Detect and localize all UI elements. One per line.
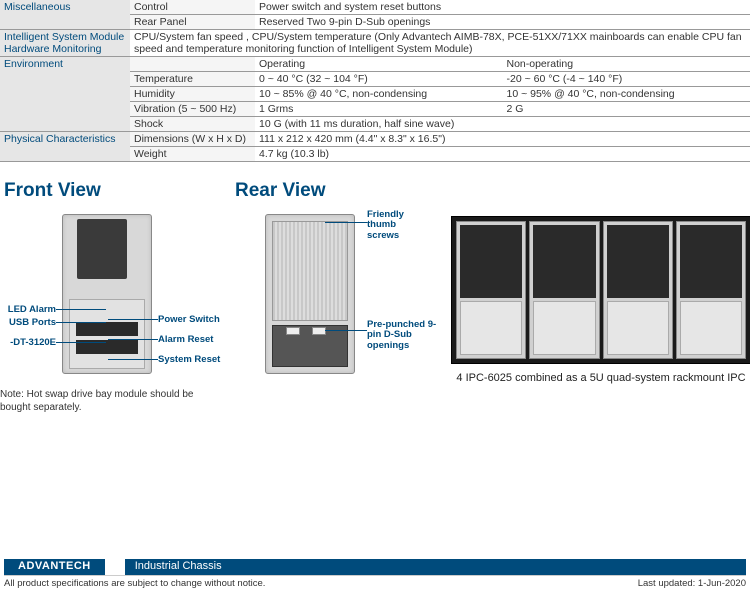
ism-val: CPU/System fan speed , CPU/System temper… xyxy=(130,30,750,57)
env-hum-sub: Humidity xyxy=(130,87,255,102)
rear-dsub-1 xyxy=(286,327,300,335)
front-view-column: Front View LED Alarm USB Ports -DT-3120E… xyxy=(4,180,219,414)
phys-wt-val: 4.7 kg (10.3 lb) xyxy=(255,147,750,162)
footer-category: Industrial Chassis xyxy=(125,559,746,575)
brand-logo: ADVANTECH xyxy=(4,559,105,575)
rear-view-title: Rear View xyxy=(235,180,435,202)
rear-view-diagram: Friendly thumb screws Pre-punched 9-pin … xyxy=(265,214,355,374)
alarm-reset-label: Alarm Reset xyxy=(158,334,213,345)
footer-disclaimer: All product specifications are subject t… xyxy=(4,578,265,589)
rackmount-diagram xyxy=(451,216,750,364)
phys-dim-val: 111 x 212 x 420 mm (4.4" x 8.3" x 16.5") xyxy=(255,132,750,147)
front-chassis xyxy=(62,214,152,374)
rack-unit xyxy=(529,221,599,359)
rack-unit xyxy=(603,221,673,359)
power-switch-label: Power Switch xyxy=(158,314,220,325)
misc-control-val: Power switch and system reset buttons xyxy=(255,0,750,15)
misc-rearpanel-val: Reserved Two 9-pin D-Sub openings xyxy=(255,15,750,30)
env-shock-sub: Shock xyxy=(130,117,255,132)
phys-header: Physical Characteristics xyxy=(0,132,130,162)
misc-rearpanel-sub: Rear Panel xyxy=(130,15,255,30)
env-vib-non: 2 G xyxy=(502,102,750,117)
footer-sub: All product specifications are subject t… xyxy=(4,575,746,591)
ism-header: Intelligent System Module Hardware Monit… xyxy=(0,30,130,57)
rack-caption: 4 IPC-6025 combined as a 5U quad-system … xyxy=(451,372,750,384)
rear-view-column: Rear View Friendly thumb screws Pre-punc… xyxy=(235,180,435,414)
env-nonop-header: Non-operating xyxy=(502,57,750,72)
front-fan-grille xyxy=(77,219,127,279)
dt3120e-label: -DT-3120E xyxy=(10,337,56,348)
env-op-header: Operating xyxy=(255,57,502,72)
env-header: Environment xyxy=(0,57,130,132)
hot-swap-note: Note: Hot swap drive bay module should b… xyxy=(0,388,200,414)
page-footer: ADVANTECH Industrial Chassis All product… xyxy=(0,559,750,591)
views-section: Front View LED Alarm USB Ports -DT-3120E… xyxy=(0,180,750,414)
env-vib-op: 1 Grms xyxy=(255,102,502,117)
phys-dim-sub: Dimensions (W x H x D) xyxy=(130,132,255,147)
rear-vent xyxy=(272,221,348,321)
front-drive-slot-1 xyxy=(76,322,138,336)
spec-table: Miscellaneous Control Power switch and s… xyxy=(0,0,750,162)
footer-bar: ADVANTECH Industrial Chassis xyxy=(4,559,746,575)
env-temp-op: 0 ~ 40 °C (32 ~ 104 °F) xyxy=(255,72,502,87)
footer-updated: Last updated: 1-Jun-2020 xyxy=(638,578,746,589)
env-temp-sub: Temperature xyxy=(130,72,255,87)
rack-unit xyxy=(456,221,526,359)
rear-chassis xyxy=(265,214,355,374)
env-vib-sub: Vibration (5 ~ 500 Hz) xyxy=(130,102,255,117)
misc-control-sub: Control xyxy=(130,0,255,15)
system-reset-label: System Reset xyxy=(158,354,220,365)
thumb-screws-label: Friendly thumb screws xyxy=(367,210,427,241)
rear-psu xyxy=(272,325,348,367)
front-view-diagram: LED Alarm USB Ports -DT-3120E Power Swit… xyxy=(62,214,152,374)
rear-dsub-2 xyxy=(312,327,326,335)
env-hum-op: 10 ~ 85% @ 40 °C, non-condensing xyxy=(255,87,502,102)
rack-view-column: 4 IPC-6025 combined as a 5U quad-system … xyxy=(451,180,750,414)
led-alarm-label: LED Alarm xyxy=(8,304,56,315)
env-shock-val: 10 G (with 11 ms duration, half sine wav… xyxy=(255,117,750,132)
misc-header: Miscellaneous xyxy=(0,0,130,30)
phys-wt-sub: Weight xyxy=(130,147,255,162)
rack-unit xyxy=(676,221,746,359)
front-view-title: Front View xyxy=(4,180,219,202)
dsub-label: Pre-punched 9-pin D-Sub openings xyxy=(367,320,447,351)
env-hum-non: 10 ~ 95% @ 40 °C, non-condensing xyxy=(502,87,750,102)
env-temp-non: -20 ~ 60 °C (-4 ~ 140 °F) xyxy=(502,72,750,87)
usb-ports-label: USB Ports xyxy=(9,317,56,328)
